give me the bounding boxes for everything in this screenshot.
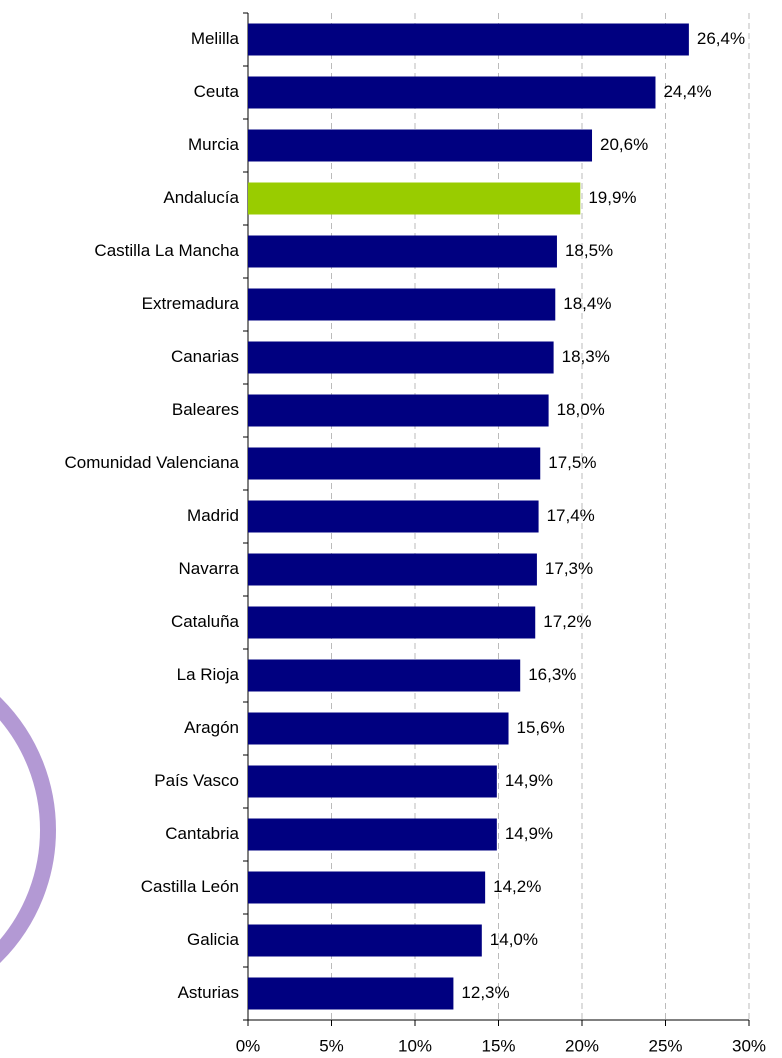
x-tick-label: 0% bbox=[236, 1036, 261, 1055]
bar bbox=[248, 235, 557, 268]
y-tick-label: Madrid bbox=[187, 506, 239, 525]
value-label: 17,2% bbox=[543, 612, 591, 631]
bar bbox=[248, 394, 549, 427]
value-label: 17,5% bbox=[548, 453, 596, 472]
x-tick-label: 15% bbox=[481, 1036, 515, 1055]
x-tick-label: 10% bbox=[398, 1036, 432, 1055]
y-tick-label: Melilla bbox=[191, 29, 240, 48]
bar bbox=[248, 818, 497, 851]
y-tick-label: Comunidad Valenciana bbox=[64, 453, 239, 472]
y-tick-label: Extremadura bbox=[142, 294, 240, 313]
value-label: 18,4% bbox=[563, 294, 611, 313]
y-tick-label: Navarra bbox=[179, 559, 240, 578]
bar bbox=[248, 977, 454, 1010]
value-label: 20,6% bbox=[600, 135, 648, 154]
value-label: 19,9% bbox=[588, 188, 636, 207]
value-label: 18,0% bbox=[557, 400, 605, 419]
bar bbox=[248, 500, 539, 533]
y-tick-label: Asturias bbox=[178, 983, 239, 1002]
y-tick-label: Cantabria bbox=[165, 824, 239, 843]
bar bbox=[248, 606, 536, 639]
bar bbox=[248, 924, 482, 957]
value-label: 24,4% bbox=[663, 82, 711, 101]
bar bbox=[248, 341, 554, 374]
value-label: 12,3% bbox=[461, 983, 509, 1002]
y-tick-label: Ceuta bbox=[194, 82, 240, 101]
value-label: 17,4% bbox=[547, 506, 595, 525]
bar bbox=[248, 553, 537, 586]
value-label: 14,9% bbox=[505, 771, 553, 790]
y-tick-label: Galicia bbox=[187, 930, 240, 949]
value-label: 14,2% bbox=[493, 877, 541, 896]
y-tick-label: Canarias bbox=[171, 347, 239, 366]
bar bbox=[248, 712, 509, 745]
value-label: 18,3% bbox=[562, 347, 610, 366]
x-tick-label: 30% bbox=[732, 1036, 766, 1055]
y-tick-label: La Rioja bbox=[177, 665, 240, 684]
y-tick-label: Cataluña bbox=[171, 612, 240, 631]
x-tick-label: 5% bbox=[319, 1036, 344, 1055]
y-tick-label: Andalucía bbox=[163, 188, 239, 207]
x-tick-label: 25% bbox=[648, 1036, 682, 1055]
value-label: 15,6% bbox=[517, 718, 565, 737]
bar bbox=[248, 76, 656, 109]
value-label: 18,5% bbox=[565, 241, 613, 260]
bar bbox=[248, 765, 497, 798]
x-tick-label: 20% bbox=[565, 1036, 599, 1055]
value-label: 17,3% bbox=[545, 559, 593, 578]
bar bbox=[248, 129, 593, 162]
value-label: 16,3% bbox=[528, 665, 576, 684]
y-tick-label: País Vasco bbox=[154, 771, 239, 790]
bar bbox=[248, 288, 556, 321]
bar bbox=[248, 659, 521, 692]
bar bbox=[248, 182, 581, 215]
value-label: 26,4% bbox=[697, 29, 745, 48]
value-label: 14,9% bbox=[505, 824, 553, 843]
y-tick-label: Murcia bbox=[188, 135, 240, 154]
bar bbox=[248, 871, 486, 904]
value-label: 14,0% bbox=[490, 930, 538, 949]
y-tick-label: Castilla León bbox=[141, 877, 239, 896]
y-tick-label: Castilla La Mancha bbox=[94, 241, 239, 260]
decoration-arc bbox=[0, 697, 56, 963]
bar bbox=[248, 447, 541, 480]
y-tick-label: Aragón bbox=[184, 718, 239, 737]
bar bbox=[248, 23, 689, 56]
y-tick-label: Baleares bbox=[172, 400, 239, 419]
